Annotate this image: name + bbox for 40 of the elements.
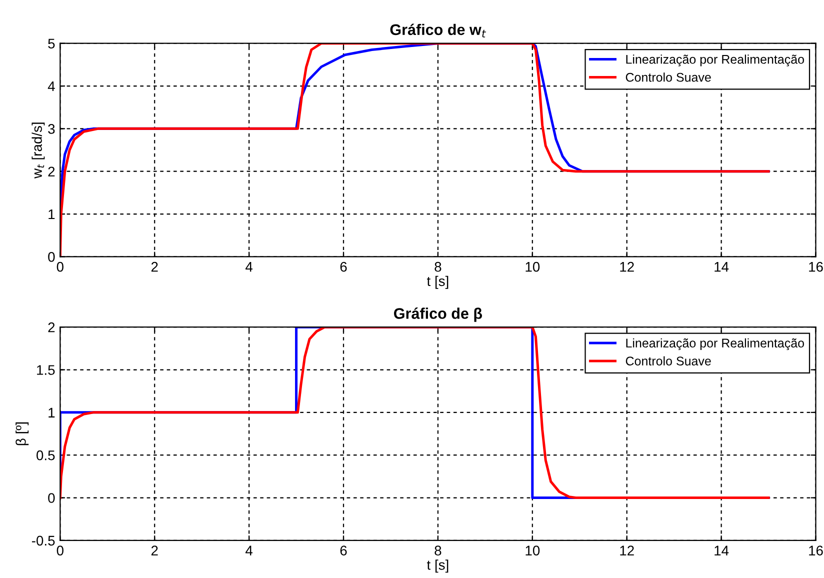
- x-tick-label: 10: [526, 262, 540, 272]
- x-tick-label: 14: [714, 262, 729, 272]
- x-tick-label: 6: [340, 262, 347, 272]
- legend-label: Controlo Suave: [626, 356, 711, 366]
- x-tick-label: 4: [246, 262, 253, 272]
- x-tick-label: 6: [340, 546, 347, 556]
- y-tick-label: 3: [48, 124, 55, 134]
- y-tick-label: 4: [48, 81, 55, 92]
- x-tick-label: 4: [246, 546, 253, 556]
- y-tick-label: 0: [48, 493, 55, 503]
- x-tick-label: 16: [809, 546, 823, 556]
- y-tick-label: 1: [48, 210, 55, 220]
- x-tick-label: 0: [56, 546, 64, 556]
- chart-title: Gráfico de β: [394, 308, 482, 322]
- x-tick-label: 10: [526, 546, 540, 556]
- y-tick-label: 0.5: [36, 450, 55, 460]
- y-tick-label: 0: [48, 252, 55, 262]
- x-tick-label: 2: [151, 546, 158, 556]
- x-tick-label: 14: [714, 546, 729, 556]
- x-tick-label: 12: [620, 262, 634, 272]
- y-tick-label: 1.5: [37, 365, 55, 375]
- x-tick-label: 12: [620, 546, 634, 556]
- x-axis-title: t [s]: [426, 276, 448, 289]
- y-axis-title: w$_{t}$ [rad/s]: [32, 122, 45, 179]
- chart-title: Gráfico de w$_{t}$: [390, 24, 486, 38]
- legend-label: Linearização por Realimentação: [626, 54, 804, 66]
- x-axis-title: t [s]: [426, 560, 448, 573]
- x-tick-label: 2: [151, 262, 158, 272]
- y-tick-label: 5: [48, 38, 55, 49]
- legend-label: Controlo Suave: [626, 72, 711, 82]
- x-tick-label: 8: [434, 262, 442, 272]
- x-tick-label: 16: [809, 262, 823, 272]
- x-tick-label: 8: [434, 546, 442, 556]
- legend-label: Linearização por Realimentação: [626, 338, 804, 350]
- y-tick-label: -0.5: [32, 536, 55, 546]
- y-axis-title: β [º]: [16, 422, 29, 446]
- y-tick-label: 2: [48, 166, 55, 176]
- y-tick-label: 1: [48, 408, 55, 418]
- x-tick-label: 0: [56, 262, 64, 272]
- y-tick-label: 2: [48, 322, 55, 332]
